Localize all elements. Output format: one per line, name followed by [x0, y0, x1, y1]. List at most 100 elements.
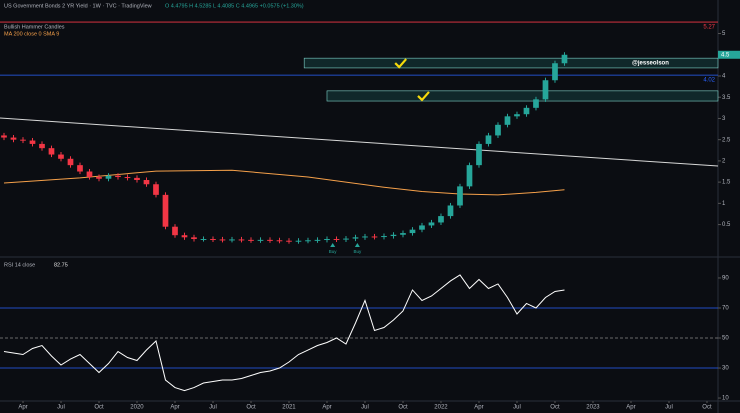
candle-body — [191, 237, 197, 240]
ohlc-readout: O 4.4795 H 4.5285 L 4.4085 C 4.4965 +0.0… — [165, 3, 304, 9]
candle-body — [58, 154, 64, 159]
candle-body — [67, 158, 74, 166]
candle-body — [504, 116, 511, 125]
candle-body — [514, 114, 520, 117]
candle-body — [343, 238, 349, 240]
x-tick-label: 2022 — [434, 405, 448, 411]
price-tag — [718, 50, 740, 59]
candle-body — [96, 177, 102, 179]
check-icon — [394, 58, 408, 69]
y-tick-label: 3 — [722, 116, 726, 122]
candle-body — [409, 229, 416, 234]
candle-body — [219, 239, 226, 241]
x-tick-label: 2023 — [586, 405, 600, 411]
candle-body — [371, 236, 378, 238]
candle-body — [105, 175, 112, 179]
candle-body — [39, 143, 45, 149]
signal-label: Buy — [354, 249, 363, 254]
x-tick-label: Oct — [398, 405, 408, 411]
symbol-title: US Government Bonds 2 YR Yield · 1W · TV… — [4, 3, 152, 9]
x-tick-label: Oct — [246, 405, 256, 411]
candle-body — [143, 180, 150, 185]
candle-body — [257, 239, 264, 241]
candle-body — [48, 148, 55, 155]
candle-body — [295, 240, 302, 242]
level-label: 4.02 — [703, 78, 715, 84]
candle-body — [381, 236, 387, 238]
candle-body — [485, 135, 492, 144]
candle-body — [286, 240, 292, 242]
zone — [326, 90, 719, 102]
x-tick-label: Jul — [513, 405, 521, 411]
candle-body — [77, 165, 83, 172]
rsi-value: 82.75 — [54, 262, 68, 268]
signal-arrow — [330, 243, 336, 247]
y-tick-label: 90 — [722, 276, 729, 282]
x-tick-label: Apr — [322, 405, 331, 411]
y-tick-label: 70 — [722, 306, 729, 312]
y-tick-label: 4 — [722, 74, 726, 80]
candle-body — [428, 222, 435, 226]
indicator-label: MA 200 close 0 SMA 9 — [4, 31, 59, 37]
x-tick-label: Apr — [18, 405, 27, 411]
y-tick-label: 10 — [722, 396, 729, 402]
x-tick-label: Oct — [94, 405, 104, 411]
price-tag-label: 4.5 — [721, 52, 730, 58]
candle-body — [523, 107, 530, 115]
x-tick-label: 2021 — [282, 405, 296, 411]
rsi-line — [3, 274, 565, 392]
x-tick-label: Jul — [57, 405, 65, 411]
y-tick-label: 3.5 — [722, 95, 731, 101]
candle-body — [238, 239, 245, 241]
indicator-label: Bullish Hammer Candles — [4, 24, 65, 30]
candle-body — [200, 239, 207, 241]
candle-body — [352, 237, 359, 239]
candle-body — [466, 165, 473, 187]
signal-arrow — [354, 243, 360, 247]
candle-body — [153, 184, 159, 195]
candle-body — [400, 233, 406, 235]
candle-body — [162, 194, 169, 227]
y-tick-label: 1.5 — [722, 180, 731, 186]
candle-body — [1, 135, 7, 138]
candle-body — [552, 63, 558, 81]
x-tick-label: Apr — [474, 405, 483, 411]
overlay-line — [0, 117, 719, 167]
y-tick-label: 2 — [722, 158, 726, 164]
candle-body — [495, 124, 501, 136]
x-tick-label: Jul — [209, 405, 217, 411]
candle-body — [267, 239, 273, 241]
x-tick-label: Jul — [665, 405, 673, 411]
candle-body — [229, 239, 235, 241]
y-tick-label: 5 — [722, 31, 726, 37]
candle-body — [457, 186, 463, 206]
candle-body — [115, 175, 121, 178]
candle-body — [533, 99, 539, 108]
y-tick-label: 1 — [722, 201, 726, 207]
y-tick-label: 2.5 — [722, 137, 731, 143]
rsi-title: RSI 14 close — [4, 262, 35, 268]
x-tick-label: Jul — [361, 405, 369, 411]
x-tick-label: Oct — [702, 405, 712, 411]
zone-label: @jesseolson — [632, 61, 669, 67]
y-tick-label: 50 — [722, 336, 729, 342]
x-tick-label: Apr — [170, 405, 179, 411]
overlay-line — [3, 169, 565, 196]
candle-body — [390, 234, 397, 237]
x-tick-label: 2020 — [130, 405, 144, 411]
candle-body — [248, 239, 254, 241]
candle-body — [324, 239, 330, 241]
candle-body — [86, 171, 93, 178]
candle-body — [276, 240, 283, 242]
candle-body — [305, 240, 311, 242]
zone — [303, 57, 719, 69]
x-tick-label: Oct — [550, 405, 560, 411]
signal-label: Buy — [329, 249, 338, 254]
candle-body — [447, 205, 454, 217]
candle-body — [333, 239, 340, 241]
candle-body — [20, 139, 26, 141]
candle-body — [362, 236, 368, 238]
